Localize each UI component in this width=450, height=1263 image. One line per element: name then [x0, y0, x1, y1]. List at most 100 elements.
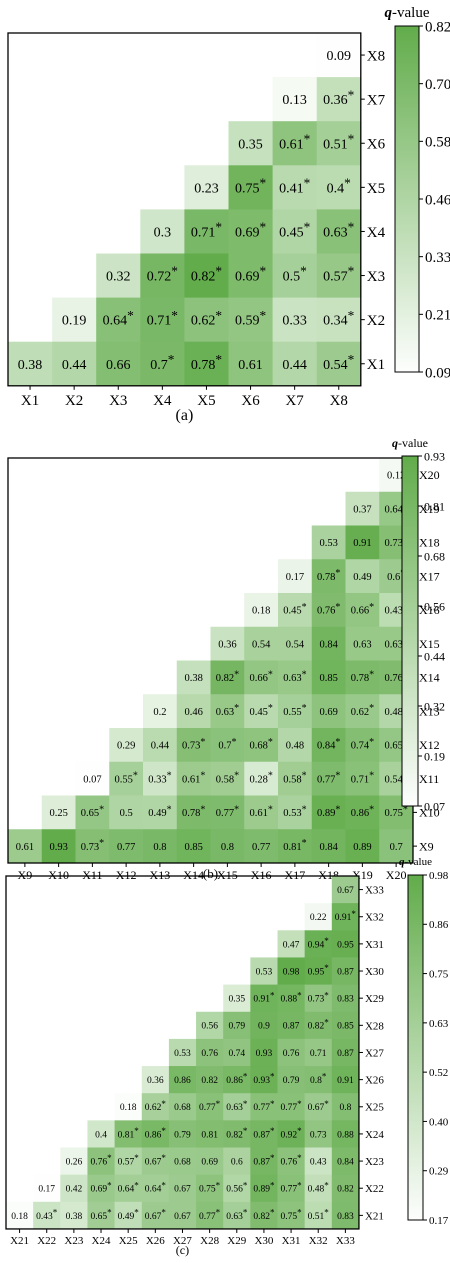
heatmap-cell	[304, 957, 333, 986]
cell-value-label: 0.26	[66, 1157, 83, 1167]
significance-star: *	[161, 1207, 166, 1217]
x-tick-label: X7	[285, 393, 304, 409]
heatmap-cell	[331, 984, 360, 1013]
cell-value-label: 0.57*	[323, 264, 355, 285]
cell-value-label: 0.94*	[308, 936, 330, 950]
heatmap-cell	[277, 1147, 306, 1176]
heatmap-panel-1: 0.090.13 0.36*0.35 0.61* 0.51*0.23 0.75* 0.41…	[7, 5, 450, 424]
y-tick-label: X8	[367, 48, 385, 64]
heatmap-cell	[311, 525, 346, 560]
heatmap-cell	[277, 1038, 306, 1067]
cell-value-label: 0.64*	[145, 1180, 167, 1194]
colorbar-title: q-value	[399, 856, 432, 868]
cell-value-label: 0.68*	[249, 737, 272, 752]
significance-star: *	[243, 1180, 248, 1190]
heatmap-cell	[143, 728, 178, 763]
cell-value-label: 0.76	[283, 1049, 300, 1059]
cell-value-label: 0.83	[337, 1212, 354, 1222]
cell-value-label: 0.78*	[191, 352, 223, 373]
cell-value-label: 0.63*	[283, 669, 306, 684]
heatmap-cell	[210, 829, 245, 864]
significance-star: *	[216, 1180, 221, 1190]
cell-value-label: 0.64*	[103, 308, 135, 329]
cell-value-label: 0.91	[353, 538, 371, 549]
heatmap-cell	[140, 341, 185, 387]
y-tick-label: X7	[367, 93, 386, 109]
cell-value-label: 0.53	[256, 967, 273, 977]
significance-star: *	[200, 737, 205, 748]
cell-value-label: 0.38	[18, 358, 43, 373]
heatmap-cell	[223, 1120, 251, 1148]
significance-star: *	[268, 804, 273, 815]
y-tick-label: X16	[419, 603, 440, 617]
significance-star: *	[335, 804, 340, 815]
heatmap-cell	[331, 1093, 360, 1121]
significance-star: *	[99, 838, 104, 849]
cell-value-label: 0.76*	[90, 1153, 112, 1167]
significance-star: *	[234, 703, 239, 714]
cell-value-label: 0.65*	[90, 1207, 112, 1221]
x-tick-label: X5	[197, 393, 215, 409]
cell-value-label: 0.78*	[317, 568, 340, 583]
heatmap-cell	[196, 1093, 224, 1121]
y-tick-label: X13	[419, 704, 440, 718]
colorbar	[394, 25, 420, 373]
cell-value-label: 0.44	[282, 358, 307, 373]
significance-star: *	[351, 909, 356, 919]
y-tick-label: X5	[367, 181, 385, 197]
y-tick-label: X29	[365, 993, 384, 1005]
cell-value-label: 0.18	[120, 1103, 137, 1113]
significance-star: *	[107, 1153, 112, 1163]
y-tick-label: X30	[365, 966, 384, 978]
heatmap-cell	[316, 121, 362, 166]
cell-value-label: 0.54*	[323, 352, 355, 373]
significance-star: *	[268, 771, 273, 782]
cell-value-label: 0.41*	[279, 175, 311, 196]
significance-star: *	[134, 1153, 139, 1163]
heatmap-cell	[41, 829, 76, 864]
cell-value-label: 0.28*	[249, 771, 272, 786]
colorbar-tick-label: 0.17	[429, 1215, 449, 1227]
significance-star: *	[324, 1180, 329, 1190]
cell-value-label: 0.32	[106, 270, 131, 285]
heatmap-cell	[184, 341, 229, 387]
significance-star: *	[167, 804, 172, 815]
heatmap-cell	[184, 297, 229, 343]
heatmap-cell	[277, 1093, 306, 1121]
significance-star: *	[302, 804, 307, 815]
y-tick-label: X26	[365, 1075, 384, 1087]
heatmap-cell	[345, 559, 380, 594]
colorbar-tick-label: 0.19	[424, 749, 445, 763]
heatmap-cell	[278, 694, 313, 729]
heatmap-cell	[109, 728, 144, 763]
significance-star: *	[302, 602, 307, 613]
cell-value-label: 0.87*	[253, 1126, 275, 1140]
heatmap-cell	[331, 876, 360, 904]
heatmap-cell	[316, 253, 362, 299]
heatmap-cell	[345, 694, 380, 729]
significance-star: *	[168, 352, 175, 367]
significance-star: *	[270, 1153, 275, 1163]
cell-value-label: 0.86*	[351, 804, 374, 819]
heatmap-cell	[304, 930, 333, 958]
cell-value-label: 0.18	[11, 1212, 28, 1222]
cell-value-label: 0.61	[238, 358, 263, 373]
cell-value-label: 0.61*	[279, 131, 311, 152]
heatmap-cell	[141, 1174, 170, 1203]
cell-value-label: 0.55*	[283, 703, 306, 718]
heatmap-cell	[109, 829, 144, 864]
colorbar-tick-label: 0.70	[425, 77, 450, 93]
significance-star: *	[302, 703, 307, 714]
heatmap-cell	[304, 1093, 333, 1121]
cell-value-label: 0.71*	[351, 771, 374, 786]
significance-star: *	[127, 308, 134, 323]
significance-star: *	[369, 669, 374, 680]
colorbar-title-q: q	[392, 436, 398, 450]
heatmap-cell	[114, 1201, 143, 1230]
heatmap-cell	[272, 121, 318, 166]
heatmap-cell	[250, 1011, 278, 1040]
cell-value-label: 0.84	[319, 842, 338, 853]
cell-value-label: 0.13	[282, 93, 307, 108]
cell-value-label: 0.77*	[199, 1099, 221, 1113]
colorbar-tick-label: 0.63	[429, 1018, 449, 1030]
